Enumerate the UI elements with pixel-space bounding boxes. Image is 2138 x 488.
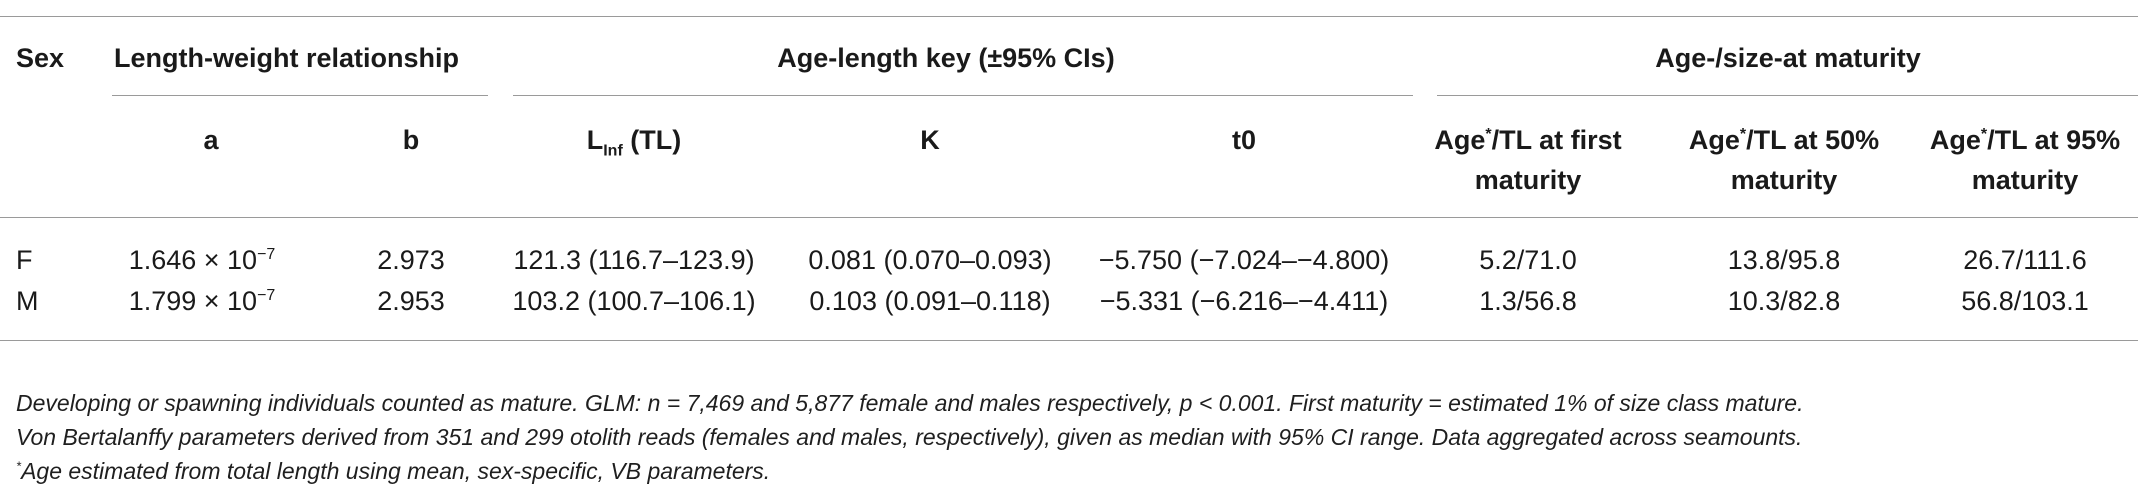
footnote-line-1: Developing or spawning individuals count…: [16, 390, 1804, 416]
maturity-underline: [1437, 95, 2138, 96]
row-f-b: 2.973: [377, 245, 445, 275]
row-m-first-maturity: 1.3/56.8: [1479, 286, 1577, 316]
row-m-95-maturity: 56.8/103.1: [1961, 286, 2089, 316]
header-length-weight: Length-weight relationship: [114, 43, 459, 73]
age-length-underline: [513, 95, 1413, 96]
header-linf-suffix: (TL): [622, 125, 682, 155]
row-f-t0: −5.750 (−7.024–−4.800): [1098, 245, 1390, 275]
length-weight-underline: [112, 95, 488, 96]
header-k: K: [920, 125, 940, 155]
row-f-first-maturity: 5.2/71.0: [1479, 245, 1577, 275]
footnote-line-2: Von Bertalanffy parameters derived from …: [16, 424, 1803, 450]
table-figure: Sex Length-weight relationship Age-lengt…: [0, 16, 2138, 484]
row-f-50-maturity: 13.8/95.8: [1727, 245, 1841, 275]
row-m-linf: 103.2 (100.7–106.1): [512, 286, 756, 316]
header-first-maturity: Age*/TL at first maturity: [1434, 120, 1621, 200]
header-first-maturity-line1: Age*/TL at first: [1434, 125, 1622, 155]
row-m-k: 0.103 (0.091–0.118): [809, 286, 1051, 316]
header-50-maturity: Age*/TL at 50% maturity: [1689, 120, 1879, 200]
top-rule: [0, 16, 2138, 17]
row-f-k: 0.081 (0.070–0.093): [808, 245, 1052, 275]
table-footnotes: Developing or spawning individuals count…: [16, 386, 1803, 488]
header-linf-prefix: L: [586, 125, 604, 155]
header-a: a: [203, 125, 219, 155]
header-95-maturity-line2: maturity: [1971, 165, 2079, 195]
header-first-maturity-line2: maturity: [1474, 165, 1582, 195]
table-bottom-rule: [0, 340, 2138, 341]
header-maturity: Age-/size-at maturity: [1655, 43, 1921, 73]
header-linf: LInf (TL): [587, 120, 682, 160]
row-m-t0: −5.331 (−6.216–−4.411): [1099, 286, 1389, 316]
row-f-sex: F: [16, 245, 33, 275]
header-linf-subscript: Inf: [603, 142, 623, 160]
header-50-maturity-line1: Age*/TL at 50%: [1688, 125, 1880, 155]
header-95-maturity: Age*/TL at 95% maturity: [1930, 120, 2120, 200]
row-f-a: 1.646 × 10−7: [128, 245, 276, 275]
row-m-a: 1.799 × 10−7: [128, 286, 276, 316]
header-sex: Sex: [16, 43, 65, 73]
header-95-maturity-line1: Age*/TL at 95%: [1929, 125, 2121, 155]
header-bottom-rule: [0, 217, 2138, 218]
header-b: b: [402, 125, 420, 155]
row-m-b: 2.953: [377, 286, 445, 316]
header-age-length: Age-length key (±95% CIs): [777, 43, 1115, 73]
header-t0: t0: [1231, 125, 1257, 155]
row-m-sex: M: [16, 286, 39, 316]
header-50-maturity-line2: maturity: [1730, 165, 1838, 195]
row-f-linf: 121.3 (116.7–123.9): [513, 245, 755, 275]
row-m-50-maturity: 10.3/82.8: [1727, 286, 1841, 316]
footnote-line-3: *Age estimated from total length using m…: [16, 458, 771, 484]
row-f-95-maturity: 26.7/111.6: [1963, 245, 2087, 275]
